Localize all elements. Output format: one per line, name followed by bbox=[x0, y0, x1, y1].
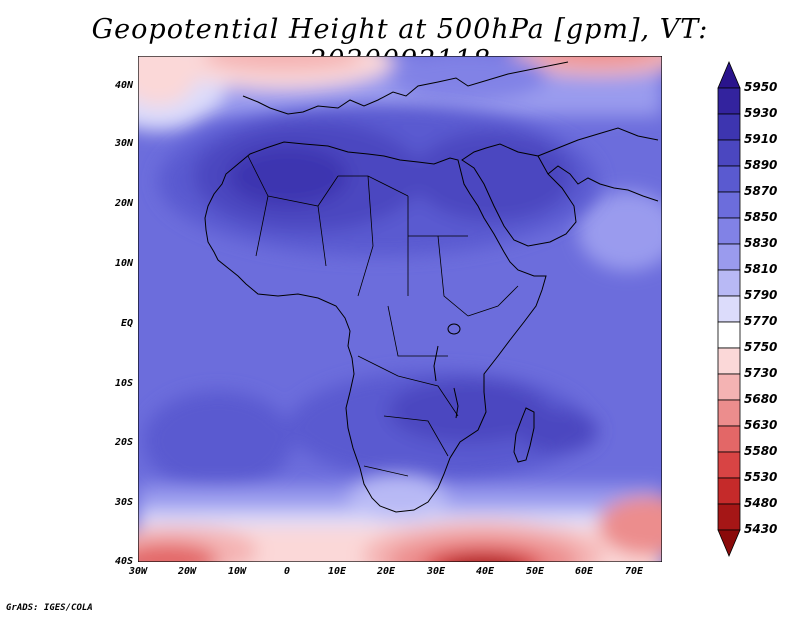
southern-trough bbox=[138, 474, 662, 562]
lat-label: 20N bbox=[114, 198, 133, 209]
coastlines bbox=[204, 61, 659, 513]
colorbar-cell bbox=[717, 243, 741, 271]
colorbar-label: 5750 bbox=[744, 340, 778, 354]
colorbar-cell bbox=[717, 373, 741, 401]
colorbar-cell bbox=[717, 165, 741, 193]
colorbar-cell bbox=[717, 217, 741, 245]
colorbar-label: 5890 bbox=[744, 158, 778, 172]
colorbar-label: 5480 bbox=[744, 496, 778, 510]
subtropical-ridge-south bbox=[143, 371, 598, 491]
colorbar-cell bbox=[717, 295, 741, 323]
africa-coastline bbox=[204, 141, 547, 513]
lon-label: 10E bbox=[327, 566, 347, 577]
colorbar-cell bbox=[717, 399, 741, 427]
lat-label: 30N bbox=[114, 138, 133, 149]
lon-label: 50E bbox=[525, 566, 545, 577]
colorbar-label: 5810 bbox=[744, 262, 778, 276]
colorbar-label: 5930 bbox=[744, 106, 778, 120]
colorbar-label: 5790 bbox=[744, 288, 778, 302]
country-borders bbox=[247, 155, 519, 477]
colorbar-cell bbox=[717, 321, 741, 349]
colorbar-cell bbox=[717, 477, 741, 505]
lon-label: 20W bbox=[177, 566, 197, 577]
madagascar-coastline bbox=[513, 407, 535, 463]
arabia-coastline bbox=[461, 143, 577, 247]
colorbar-label: 5830 bbox=[744, 236, 778, 250]
lon-label: 60E bbox=[574, 566, 594, 577]
persian-gulf bbox=[547, 165, 659, 202]
colorbar-label: 5430 bbox=[744, 522, 778, 536]
colorbar-label: 5870 bbox=[744, 184, 778, 198]
colorbar-label: 5730 bbox=[744, 366, 778, 380]
lon-label: 20E bbox=[376, 566, 396, 577]
colorbar-cell bbox=[717, 269, 741, 297]
northern-trough bbox=[138, 56, 662, 271]
lon-label: 10W bbox=[227, 566, 247, 577]
colorbar-cell bbox=[717, 113, 741, 141]
geopotential-height-map bbox=[138, 56, 662, 562]
asia-coastline bbox=[537, 127, 659, 157]
colorbar-label: 5950 bbox=[744, 80, 778, 94]
colorbar-label: 5910 bbox=[744, 132, 778, 146]
lat-label: 10S bbox=[114, 378, 133, 389]
lon-label: 30E bbox=[426, 566, 446, 577]
europe-coastline bbox=[242, 61, 569, 115]
lon-label: 40E bbox=[475, 566, 495, 577]
colorbar-cell bbox=[717, 503, 741, 531]
colorbar-label: 5850 bbox=[744, 210, 778, 224]
lat-label: 40N bbox=[114, 80, 133, 91]
lake-tanganyika bbox=[433, 345, 439, 382]
colorbar-cell bbox=[717, 347, 741, 375]
lat-label: 30S bbox=[114, 497, 133, 508]
grads-credit: GrADS: IGES/COLA bbox=[6, 603, 93, 613]
colorbar-cell bbox=[717, 87, 741, 115]
lon-label: 30W bbox=[128, 566, 148, 577]
lake-victoria bbox=[447, 323, 461, 335]
colorbar-label: 5680 bbox=[744, 392, 778, 406]
colorbar-label: 5630 bbox=[744, 418, 778, 432]
colorbar-label: 5770 bbox=[744, 314, 778, 328]
colorbar-cell bbox=[717, 139, 741, 167]
lon-label: 0 bbox=[283, 566, 291, 577]
lat-label: 20S bbox=[114, 437, 133, 448]
lat-label: 40S bbox=[114, 556, 133, 567]
colorbar-label: 5530 bbox=[744, 470, 778, 484]
lon-label: 70E bbox=[624, 566, 644, 577]
colorbar-cell bbox=[717, 451, 741, 479]
colorbar-cell bbox=[717, 529, 741, 558]
colorbar-cell bbox=[717, 191, 741, 219]
lake-malawi bbox=[453, 387, 459, 419]
lat-label: EQ bbox=[120, 318, 133, 329]
lat-label: 10N bbox=[114, 258, 133, 269]
colorbar-label: 5580 bbox=[744, 444, 778, 458]
colorbar-cell bbox=[717, 425, 741, 453]
